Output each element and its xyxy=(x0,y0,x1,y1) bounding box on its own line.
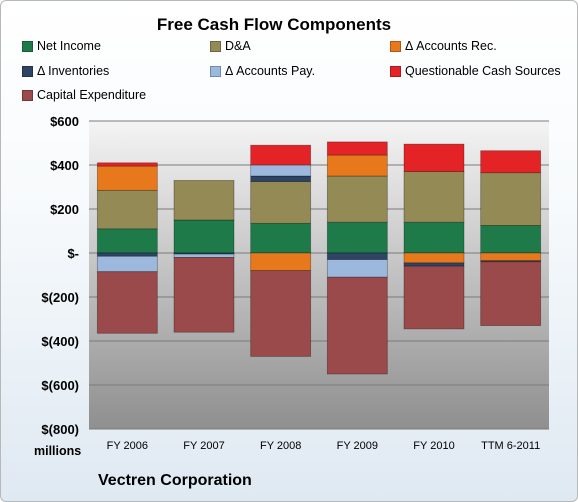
y-tick-label: $600 xyxy=(50,114,79,129)
bar-segment xyxy=(326,154,388,177)
y-tick-label: $(600) xyxy=(41,378,79,393)
bar-segment xyxy=(173,256,235,333)
legend-swatch xyxy=(22,40,33,52)
bar-segment xyxy=(403,262,465,267)
legend-item-questionable: Questionable Cash Sources xyxy=(390,64,561,78)
unit-label: millions xyxy=(34,444,82,458)
x-tick-label: FY 2007 xyxy=(183,440,224,452)
legend-item-accounts-pay: Δ Accounts Pay. xyxy=(210,64,315,78)
legend-label: Δ Accounts Pay. xyxy=(225,64,316,78)
plot-area xyxy=(89,121,549,429)
bar-segment xyxy=(480,261,542,326)
bar-segment xyxy=(250,270,312,357)
legend-swatch xyxy=(390,40,401,52)
bar-segment xyxy=(96,255,158,273)
legend-swatch xyxy=(210,65,221,77)
x-tick-label: TTM 6-2011 xyxy=(481,440,540,452)
bar-segment xyxy=(250,144,312,166)
legend-item-capex: Capital Expenditure xyxy=(22,88,146,102)
bar-segment xyxy=(326,221,388,254)
y-tick-label: $(400) xyxy=(41,334,79,349)
bar-segment xyxy=(173,253,235,258)
bar-segment xyxy=(96,228,158,254)
bar-segment xyxy=(250,175,312,182)
x-tick-label: FY 2009 xyxy=(337,440,378,452)
bar-segment xyxy=(480,172,542,226)
legend-item-net-income: Net Income xyxy=(22,39,101,53)
x-tick-label: FY 2008 xyxy=(260,440,301,452)
bar-segment xyxy=(326,141,388,156)
bar-segment xyxy=(403,252,465,264)
legend-label: Questionable Cash Sources xyxy=(405,64,561,78)
bar-segment xyxy=(403,171,465,223)
legend-item-inventories: Δ Inventories xyxy=(22,64,109,78)
bar-segment xyxy=(96,162,158,167)
bar-segment xyxy=(96,252,158,257)
chart-title: Free Cash Flow Components xyxy=(156,15,392,34)
bar-segment xyxy=(326,259,388,278)
legend-label: Δ Inventories xyxy=(37,64,110,78)
bar-segment xyxy=(326,252,388,260)
bar-segment xyxy=(480,150,542,174)
bar-segment xyxy=(96,189,158,230)
bar-segment xyxy=(326,175,388,223)
bar-segment xyxy=(480,225,542,254)
bar-segment xyxy=(403,143,465,173)
legend-swatch xyxy=(210,40,221,52)
legend-swatch xyxy=(22,65,33,77)
legend-item-da: D&A xyxy=(210,39,251,53)
legend-label: Net Income xyxy=(37,39,101,53)
y-tick-label: $(200) xyxy=(41,290,79,305)
bar-segment xyxy=(403,221,465,254)
y-tick-label: $(800) xyxy=(41,422,79,437)
bar-segment xyxy=(480,252,542,262)
bar-segment xyxy=(250,252,312,272)
legend-label: D&A xyxy=(225,39,251,53)
bar-segment xyxy=(173,219,235,254)
x-tick-label: FY 2010 xyxy=(413,440,454,452)
legend-swatch xyxy=(390,65,401,77)
legend-item-accounts-rec: Δ Accounts Rec. xyxy=(390,39,497,53)
y-tick-label: $- xyxy=(67,246,79,261)
legend-label: Capital Expenditure xyxy=(37,88,147,102)
bar-segment xyxy=(96,271,158,334)
bar-segment xyxy=(173,179,235,221)
y-tick-label: $400 xyxy=(50,158,79,173)
bar-segment xyxy=(326,276,388,375)
bar-segment xyxy=(250,181,312,224)
bar-segment xyxy=(250,222,312,254)
bar-segment xyxy=(96,165,158,191)
company-name: Vectren Corporation xyxy=(98,472,252,489)
x-tick-label: FY 2006 xyxy=(107,440,148,452)
legend-swatch xyxy=(22,89,33,101)
legend-label: Δ Accounts Rec. xyxy=(405,39,497,53)
bar-segment xyxy=(250,164,312,177)
bar-segment xyxy=(403,265,465,330)
y-tick-label: $200 xyxy=(50,202,79,217)
